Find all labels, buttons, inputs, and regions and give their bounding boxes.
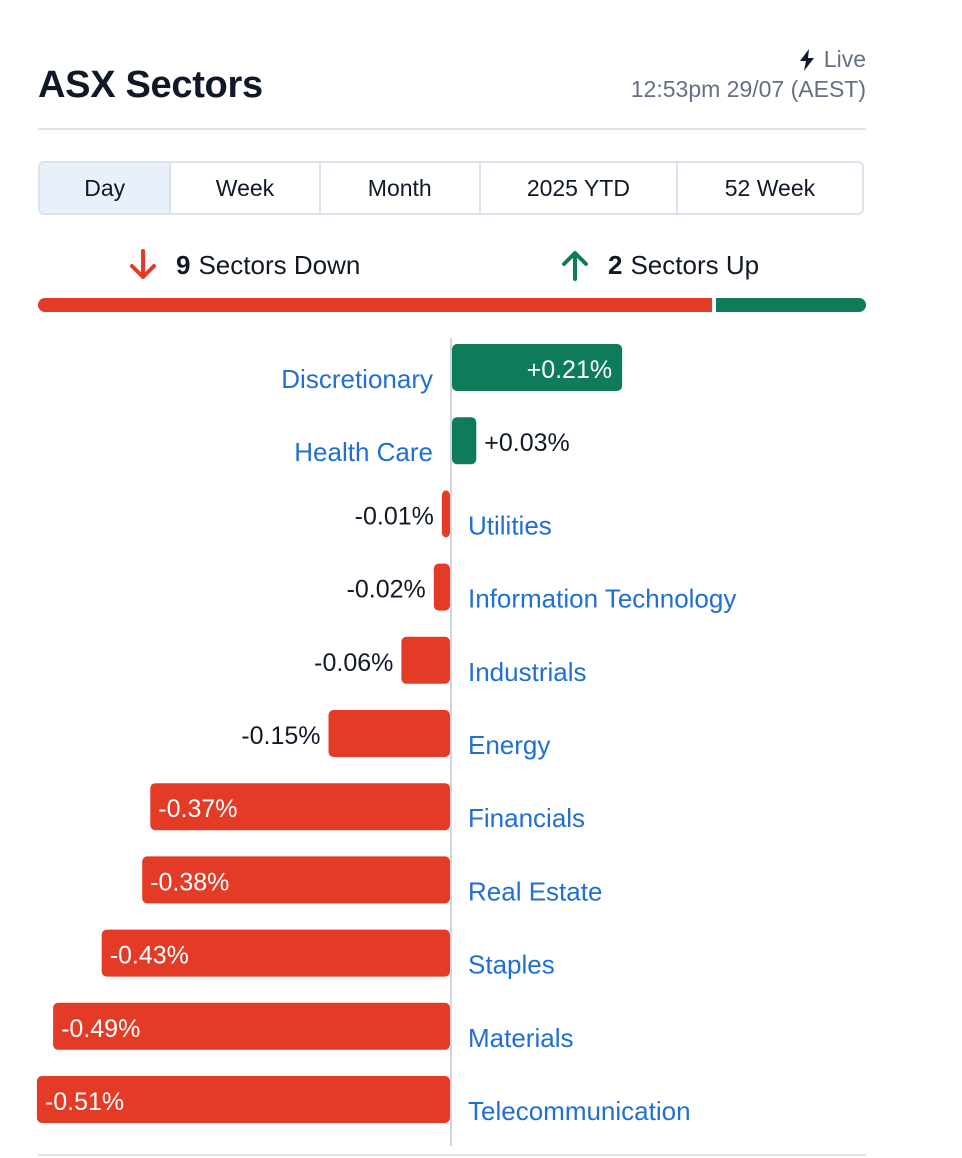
bar-value-label-3: -0.02% — [347, 576, 426, 604]
bar-value-label-9: -0.49% — [61, 1015, 140, 1043]
up-down-ratio-bar — [38, 298, 866, 312]
live-label: Live — [823, 46, 866, 72]
sector-link-6[interactable]: Financials — [468, 803, 585, 833]
sector-link-10[interactable]: Telecommunication — [468, 1096, 691, 1126]
lightning-icon — [799, 48, 814, 71]
tab-52-week[interactable]: 52 Week — [724, 174, 816, 201]
bottom-divider — [38, 1154, 866, 1156]
tab-day[interactable]: Day — [40, 163, 172, 213]
bar-value-label-8: -0.43% — [110, 942, 189, 970]
ratio-down-segment — [38, 298, 712, 312]
tab-month[interactable]: Month — [321, 163, 481, 213]
ratio-up-segment — [716, 298, 866, 312]
sectors-down-count: 9 — [176, 249, 191, 280]
sector-link-9[interactable]: Materials — [468, 1023, 573, 1053]
bar-10 — [36, 1076, 451, 1123]
sector-link-5[interactable]: Energy — [468, 730, 550, 760]
sectors-up-count: 2 — [608, 249, 623, 280]
bar-5 — [328, 710, 450, 757]
bar-value-label-1: +0.03% — [484, 429, 570, 457]
sectors-up-label: Sectors Up — [630, 249, 760, 280]
bar-value-label-4: -0.06% — [314, 649, 393, 677]
bar-value-label-2: -0.01% — [355, 502, 434, 530]
arrow-down-icon — [130, 249, 156, 279]
tab-2025-ytd[interactable]: 2025 YTD — [481, 163, 678, 213]
sector-summary: 9 Sectors Down 2 Sectors Up — [38, 248, 866, 288]
bar-2 — [441, 490, 450, 538]
widget-header: ASX Sectors Live 12:53pm 29/07 (AEST) — [38, 0, 866, 130]
bar-value-label-0: +0.21% — [527, 356, 613, 384]
bar-8 — [101, 929, 450, 977]
bar-9 — [53, 1002, 450, 1050]
bar-4 — [401, 636, 450, 684]
bar-0 — [452, 344, 623, 391]
sector-link-4[interactable]: Industrials — [468, 657, 587, 687]
live-indicator: Live — [798, 46, 866, 73]
bar-value-label-6: -0.37% — [158, 795, 237, 823]
sector-link-2[interactable]: Utilities — [468, 510, 552, 540]
sector-link-3[interactable]: Information Technology — [468, 584, 736, 614]
bar-1 — [452, 417, 477, 465]
bar-7 — [142, 856, 450, 904]
sectors-down-label: Sectors Down — [198, 249, 361, 280]
sector-link-8[interactable]: Staples — [468, 950, 555, 980]
tab-week[interactable]: Week — [171, 163, 321, 213]
sectors-widget: ASX Sectors Live 12:53pm 29/07 (AEST) Da… — [38, 0, 866, 312]
arrow-up-icon — [562, 251, 588, 281]
bar-3 — [433, 563, 450, 611]
page-title: ASX Sectors — [38, 64, 263, 106]
sector-link-1[interactable]: Health Care — [294, 437, 433, 467]
bar-value-label-7: -0.38% — [150, 868, 229, 896]
sectors-down-summary: 9 Sectors Down — [128, 248, 360, 282]
bar-6 — [150, 783, 451, 831]
sector-link-0[interactable]: Discretionary — [281, 364, 433, 394]
timestamp: 12:53pm 29/07 (AEST) — [630, 76, 866, 102]
bar-value-label-5: -0.15% — [241, 722, 320, 750]
sector-link-7[interactable]: Real Estate — [468, 876, 602, 906]
period-tabs: Day Week Month 2025 YTD 52 Week — [38, 161, 864, 215]
bar-value-label-10: -0.51% — [45, 1088, 124, 1116]
sectors-up-summary: 2 Sectors Up — [560, 248, 759, 282]
